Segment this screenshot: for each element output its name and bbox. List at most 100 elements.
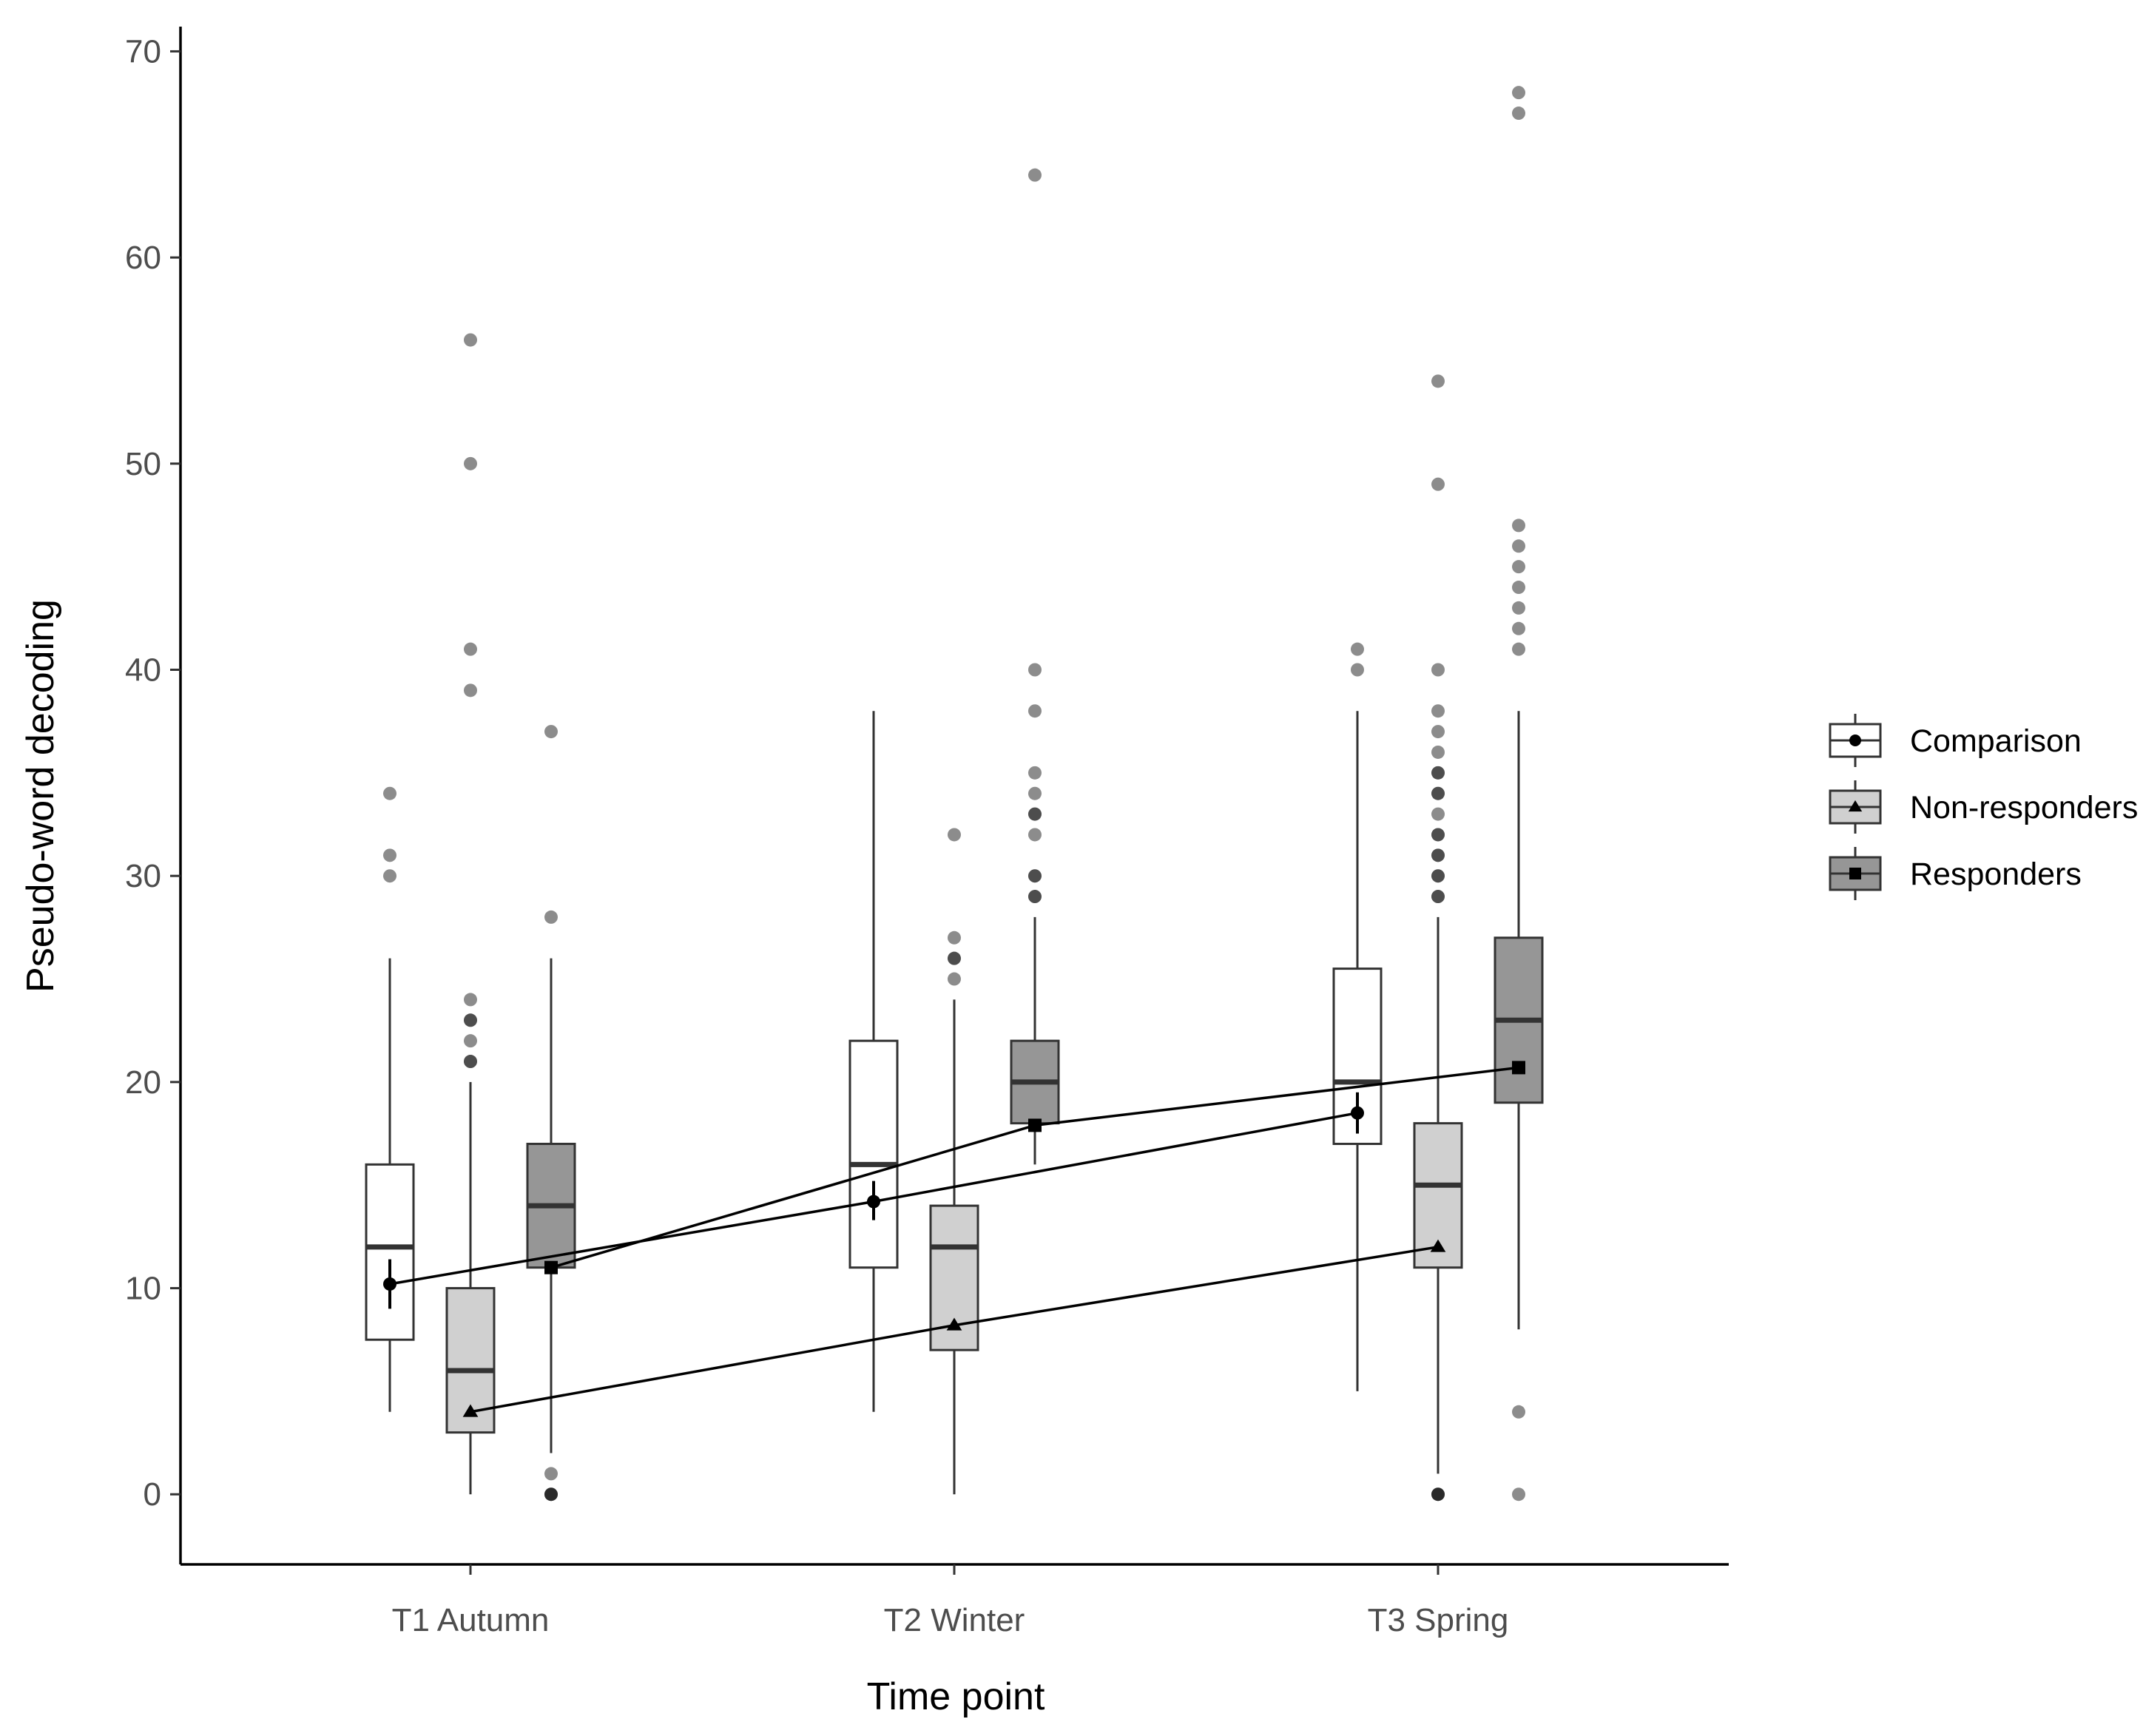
outlier-point [1431, 663, 1445, 677]
outlier-point [464, 1055, 477, 1069]
outlier-point [1431, 890, 1445, 904]
boxplot-non-responders-3 [1413, 916, 1463, 1474]
legend-item-responders: Responders [1829, 847, 2082, 900]
legend: Comparison Non-responders Responders [1829, 714, 2138, 900]
outlier-point [1028, 786, 1042, 800]
outlier-points [383, 86, 1525, 1502]
outlier-point [948, 931, 961, 945]
x-tick-label: T2 Winter [884, 1602, 1025, 1638]
legend-item-comparison: Comparison [1829, 714, 2082, 767]
outlier-point [464, 642, 477, 656]
mean-marker [1512, 1061, 1525, 1075]
y-tick-label: 0 [144, 1476, 161, 1513]
outlier-point [1431, 766, 1445, 780]
outlier-point [948, 951, 961, 965]
outlier-point [1512, 107, 1525, 121]
outlier-point [1028, 890, 1042, 904]
outlier-point [1512, 1487, 1525, 1502]
mean-marker [544, 1260, 558, 1274]
mean-marker [1351, 1106, 1364, 1120]
outlier-point [1028, 828, 1042, 842]
outlier-point [1431, 890, 1445, 904]
outlier-point [1431, 807, 1445, 821]
x-axis-ticks: T1 Autumn T2 Winter T3 Spring [392, 1564, 1509, 1638]
y-tick-label: 30 [125, 858, 161, 894]
x-tick-label: T3 Spring [1368, 1602, 1509, 1638]
boxplot-responders-1 [526, 958, 576, 1453]
mean-marker [1028, 1118, 1042, 1132]
outlier-point [544, 1487, 558, 1502]
outlier-point [1431, 1487, 1445, 1502]
outlier-point [464, 1013, 477, 1027]
mean-marker [383, 1277, 396, 1291]
boxplot-responders-3 [1494, 711, 1544, 1330]
y-tick-label: 20 [125, 1064, 161, 1101]
outlier-point [1431, 477, 1445, 491]
outlier-point [1431, 1487, 1445, 1502]
mean-marker [1430, 1239, 1446, 1252]
outlier-point [1431, 786, 1445, 800]
y-tick-label: 70 [125, 33, 161, 70]
outlier-point [1028, 766, 1042, 780]
outlier-point [1512, 519, 1525, 533]
outlier-point [464, 333, 477, 347]
legend-label: Non-responders [1910, 790, 2138, 825]
outlier-point [1028, 869, 1042, 883]
boxplot-comparison-3 [1332, 711, 1383, 1391]
legend-item-non-responders: Non-responders [1829, 780, 2138, 834]
legend-marker [1848, 800, 1863, 812]
outlier-point [1028, 890, 1042, 904]
y-tick-label: 50 [125, 446, 161, 482]
outlier-point [544, 725, 558, 739]
outlier-point [383, 869, 396, 883]
boxplot-non-responders-1 [445, 1081, 496, 1495]
outlier-point [1512, 601, 1525, 615]
outlier-point [464, 456, 477, 470]
outlier-point [1431, 869, 1445, 883]
outlier-point [1431, 374, 1445, 388]
outlier-point [948, 828, 961, 842]
outlier-point [544, 1487, 558, 1502]
mean-marker [462, 1404, 479, 1417]
outlier-point [544, 910, 558, 924]
outlier-point [1431, 704, 1445, 718]
outlier-point [1512, 642, 1525, 656]
outlier-point [1431, 725, 1445, 739]
y-axis-ticks: 0 10 20 30 40 50 60 70 [125, 33, 180, 1513]
outlier-point [1351, 663, 1364, 677]
outlier-point [1028, 663, 1042, 677]
outlier-point [1431, 766, 1445, 780]
x-tick-label: T1 Autumn [392, 1602, 550, 1638]
outlier-point [1431, 848, 1445, 862]
outlier-point [948, 972, 961, 986]
boxplot-non-responders-2 [929, 999, 979, 1495]
boxplot-comparison-1 [365, 958, 415, 1412]
mean-marker [867, 1195, 880, 1209]
mean-marker [946, 1317, 962, 1331]
outlier-point [1431, 786, 1445, 800]
outlier-point [464, 1034, 477, 1048]
x-axis-title: Time point [867, 1675, 1045, 1718]
boxplot-responders-2 [1010, 916, 1060, 1165]
outlier-point [1431, 828, 1445, 842]
outlier-point [464, 1055, 477, 1069]
box-iqr [848, 1039, 899, 1269]
box-iqr [365, 1163, 415, 1341]
y-tick-label: 60 [125, 240, 161, 276]
outlier-point [1431, 869, 1445, 883]
outlier-point [1512, 86, 1525, 100]
outlier-point [464, 1013, 477, 1027]
outlier-point [1028, 704, 1042, 718]
legend-label: Comparison [1910, 723, 2082, 759]
outlier-point [1028, 168, 1042, 182]
outlier-point [1431, 828, 1445, 842]
y-tick-label: 40 [125, 652, 161, 689]
outlier-point [383, 786, 396, 800]
outlier-point [544, 1487, 558, 1502]
y-axis-title: Pseudo-word decoding [19, 599, 62, 993]
outlier-point [383, 848, 396, 862]
outlier-point [1028, 869, 1042, 883]
outlier-point [544, 1467, 558, 1481]
outlier-point [1512, 581, 1525, 595]
